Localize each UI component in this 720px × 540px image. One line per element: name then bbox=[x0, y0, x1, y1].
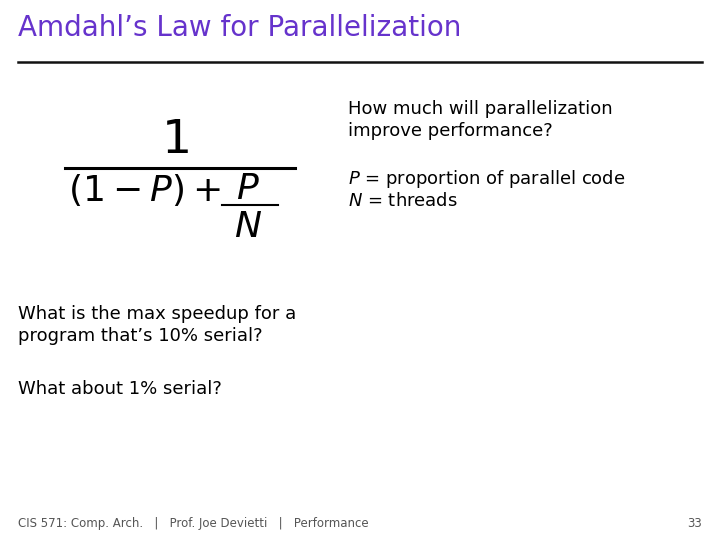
Text: 33: 33 bbox=[688, 517, 702, 530]
Text: $(1-P)+$: $(1-P)+$ bbox=[68, 172, 221, 208]
Text: What about 1% serial?: What about 1% serial? bbox=[18, 380, 222, 398]
Text: Amdahl’s Law for Parallelization: Amdahl’s Law for Parallelization bbox=[18, 14, 462, 42]
Text: $\it{N}$ = threads: $\it{N}$ = threads bbox=[348, 192, 458, 210]
Text: $1$: $1$ bbox=[161, 118, 189, 163]
Text: $N$: $N$ bbox=[234, 210, 262, 244]
Text: How much will parallelization: How much will parallelization bbox=[348, 100, 613, 118]
Text: improve performance?: improve performance? bbox=[348, 122, 553, 140]
Text: What is the max speedup for a: What is the max speedup for a bbox=[18, 305, 296, 323]
Text: $P$: $P$ bbox=[236, 172, 260, 206]
Text: $\it{P}$ = proportion of parallel code: $\it{P}$ = proportion of parallel code bbox=[348, 168, 626, 190]
Text: program that’s 10% serial?: program that’s 10% serial? bbox=[18, 327, 263, 345]
Text: CIS 571: Comp. Arch.   |   Prof. Joe Devietti   |   Performance: CIS 571: Comp. Arch. | Prof. Joe Deviett… bbox=[18, 517, 369, 530]
